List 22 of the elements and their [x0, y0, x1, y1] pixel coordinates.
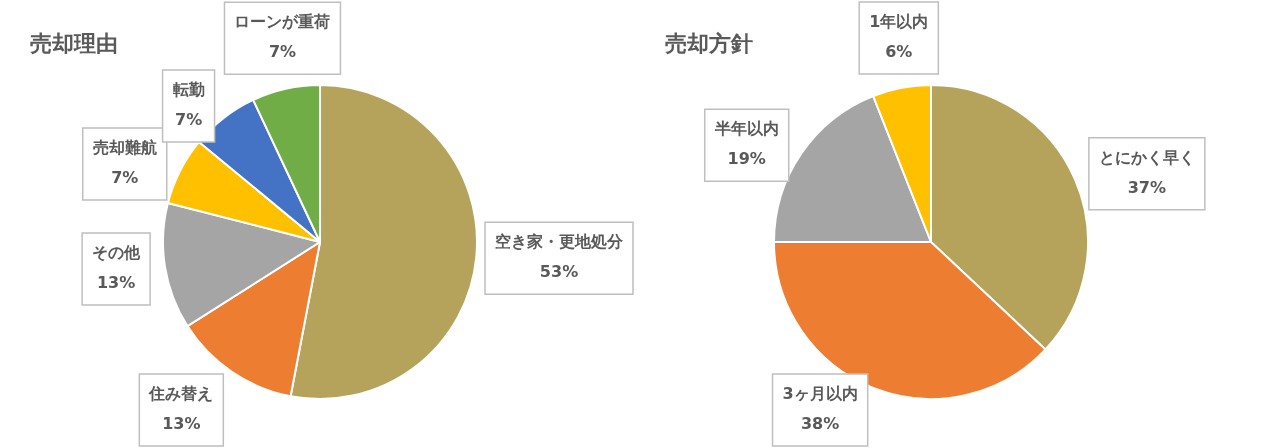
- slice-label: 住み替え: [148, 384, 214, 404]
- slice-label: ローンが重荷: [234, 12, 331, 32]
- data-label: 38%: [800, 414, 840, 434]
- slice-label: 3ヶ月以内: [782, 384, 858, 404]
- slice-label: とにかく早く: [1098, 147, 1195, 167]
- slice-label: その他: [92, 243, 142, 263]
- data-label: 13%: [162, 414, 201, 434]
- slice-label: 転勤: [172, 80, 205, 100]
- data-label: 37%: [1127, 177, 1166, 197]
- data-label: 6%: [885, 42, 913, 62]
- slice-label: 1年以内: [869, 12, 929, 32]
- slice-label: 売却難航: [92, 138, 157, 158]
- data-label: 7%: [268, 42, 297, 62]
- data-label: 53%: [539, 262, 579, 282]
- data-label: 19%: [727, 149, 766, 169]
- data-label: 7%: [174, 110, 203, 130]
- slice-label: 空き家・更地処分: [495, 232, 624, 252]
- data-label: 7%: [111, 168, 139, 188]
- slice-label: 半年以内: [713, 119, 779, 139]
- text: 売却方針: [665, 30, 753, 56]
- text: 売却理由: [30, 30, 118, 56]
- data-label: 13%: [96, 273, 136, 293]
